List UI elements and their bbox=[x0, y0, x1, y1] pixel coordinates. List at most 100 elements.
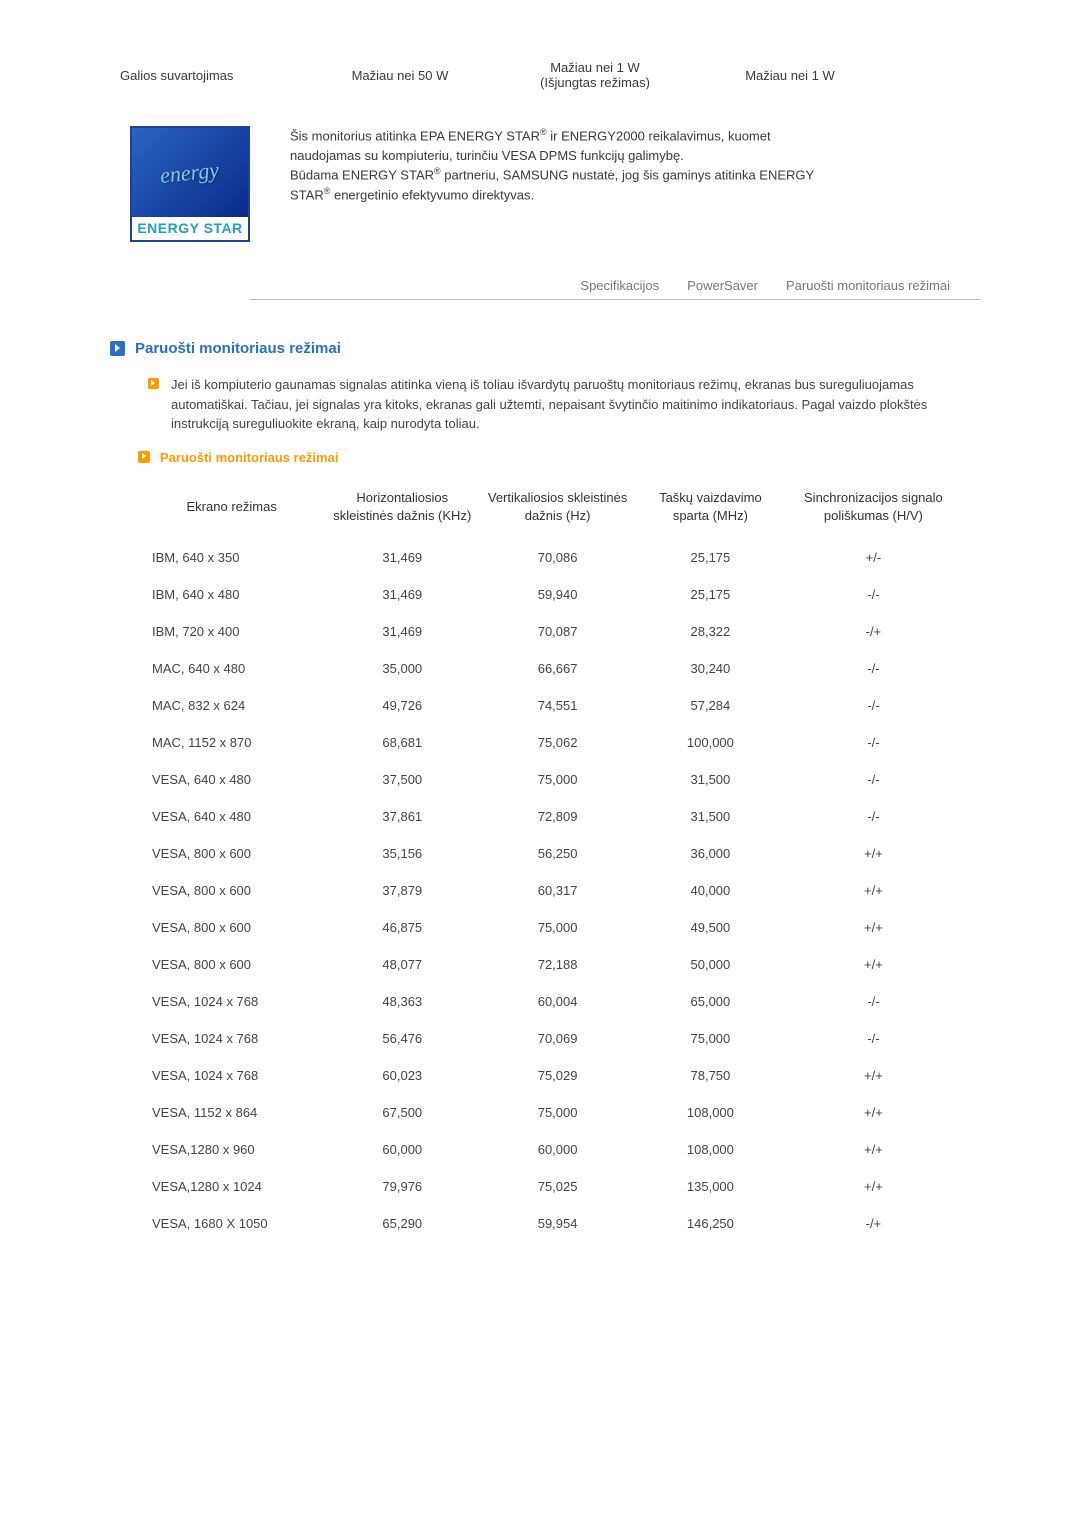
cell-pixel: 49,500 bbox=[634, 909, 787, 946]
cell-sync: -/- bbox=[787, 798, 960, 835]
cell-hfreq: 37,500 bbox=[323, 761, 481, 798]
cell-vfreq: 59,940 bbox=[481, 576, 634, 613]
cell-vfreq: 59,954 bbox=[481, 1205, 634, 1242]
th-vfreq: Vertikaliosios skleistinės dažnis (Hz) bbox=[481, 481, 634, 539]
subsection-title-text: Paruošti monitoriaus režimai bbox=[160, 450, 338, 465]
cell-hfreq: 37,879 bbox=[323, 872, 481, 909]
table-row: VESA,1280 x 96060,00060,000108,000+/+ bbox=[140, 1131, 960, 1168]
cell-mode: VESA, 1024 x 768 bbox=[140, 1057, 323, 1094]
cell-vfreq: 56,250 bbox=[481, 835, 634, 872]
energy-text-1a: Šis monitorius atitinka EPA ENERGY STAR bbox=[290, 128, 540, 143]
cell-sync: +/+ bbox=[787, 1094, 960, 1131]
table-row: VESA, 640 x 48037,86172,80931,500-/- bbox=[140, 798, 960, 835]
th-pixel: Taškų vaizdavimo sparta (MHz) bbox=[634, 481, 787, 539]
cell-pixel: 146,250 bbox=[634, 1205, 787, 1242]
small-arrow-icon bbox=[148, 378, 159, 389]
cell-sync: +/+ bbox=[787, 909, 960, 946]
cell-pixel: 57,284 bbox=[634, 687, 787, 724]
th-hfreq: Horizontaliosios skleistinės dažnis (KHz… bbox=[323, 481, 481, 539]
table-row: VESA, 800 x 60035,15656,25036,000+/+ bbox=[140, 835, 960, 872]
cell-pixel: 31,500 bbox=[634, 761, 787, 798]
energy-text-2c: energetinio efektyvumo direktyvas. bbox=[330, 187, 534, 202]
table-row: MAC, 1152 x 87068,68175,062100,000-/- bbox=[140, 724, 960, 761]
tab-row: Specifikacijos PowerSaver Paruošti monit… bbox=[250, 278, 980, 300]
cell-mode: VESA, 800 x 600 bbox=[140, 946, 323, 983]
reg-mark-icon: ® bbox=[540, 127, 547, 137]
cell-vfreq: 60,000 bbox=[481, 1131, 634, 1168]
cell-pixel: 108,000 bbox=[634, 1094, 787, 1131]
power-label: Galios suvartojimas bbox=[120, 68, 290, 83]
small-arrow-icon bbox=[138, 451, 150, 463]
tab-specifikacijos[interactable]: Specifikacijos bbox=[580, 278, 659, 293]
cell-pixel: 50,000 bbox=[634, 946, 787, 983]
cell-pixel: 100,000 bbox=[634, 724, 787, 761]
cell-hfreq: 60,000 bbox=[323, 1131, 481, 1168]
cell-mode: VESA, 1680 X 1050 bbox=[140, 1205, 323, 1242]
cell-vfreq: 66,667 bbox=[481, 650, 634, 687]
tab-powersaver[interactable]: PowerSaver bbox=[687, 278, 758, 293]
cell-vfreq: 75,000 bbox=[481, 909, 634, 946]
table-row: VESA, 640 x 48037,50075,00031,500-/- bbox=[140, 761, 960, 798]
table-row: IBM, 640 x 48031,46959,94025,175-/- bbox=[140, 576, 960, 613]
arrow-bullet-icon bbox=[110, 341, 125, 356]
cell-pixel: 65,000 bbox=[634, 983, 787, 1020]
energy-logo-bar: ENERGY STAR bbox=[132, 217, 248, 240]
cell-vfreq: 70,069 bbox=[481, 1020, 634, 1057]
cell-mode: VESA, 1152 x 864 bbox=[140, 1094, 323, 1131]
cell-hfreq: 67,500 bbox=[323, 1094, 481, 1131]
table-header-row: Ekrano režimas Horizontaliosios skleisti… bbox=[140, 481, 960, 539]
th-mode: Ekrano režimas bbox=[140, 481, 323, 539]
cell-pixel: 36,000 bbox=[634, 835, 787, 872]
energy-star-logo: energy ENERGY STAR bbox=[130, 126, 250, 242]
cell-hfreq: 60,023 bbox=[323, 1057, 481, 1094]
intro-text: Jei iš kompiuterio gaunamas signalas ati… bbox=[171, 375, 970, 434]
cell-pixel: 25,175 bbox=[634, 576, 787, 613]
cell-pixel: 78,750 bbox=[634, 1057, 787, 1094]
cell-mode: VESA, 640 x 480 bbox=[140, 798, 323, 835]
cell-sync: -/+ bbox=[787, 613, 960, 650]
power-consumption-row: Galios suvartojimas Mažiau nei 50 W Maži… bbox=[120, 60, 980, 90]
modes-table: Ekrano režimas Horizontaliosios skleisti… bbox=[140, 481, 960, 1242]
section-title-text: Paruošti monitoriaus režimai bbox=[135, 340, 341, 357]
power-col3: Mažiau nei 1 W bbox=[720, 68, 860, 83]
cell-mode: VESA, 800 x 600 bbox=[140, 909, 323, 946]
energy-star-text: Šis monitorius atitinka EPA ENERGY STAR®… bbox=[290, 126, 830, 242]
cell-hfreq: 35,156 bbox=[323, 835, 481, 872]
cell-mode: IBM, 640 x 350 bbox=[140, 539, 323, 576]
table-row: MAC, 832 x 62449,72674,55157,284-/- bbox=[140, 687, 960, 724]
cell-vfreq: 75,000 bbox=[481, 1094, 634, 1131]
cell-mode: IBM, 720 x 400 bbox=[140, 613, 323, 650]
cell-pixel: 28,322 bbox=[634, 613, 787, 650]
cell-vfreq: 75,025 bbox=[481, 1168, 634, 1205]
cell-mode: VESA,1280 x 1024 bbox=[140, 1168, 323, 1205]
cell-sync: +/+ bbox=[787, 1168, 960, 1205]
cell-sync: +/+ bbox=[787, 946, 960, 983]
cell-hfreq: 49,726 bbox=[323, 687, 481, 724]
cell-mode: MAC, 832 x 624 bbox=[140, 687, 323, 724]
table-row: VESA, 800 x 60046,87575,00049,500+/+ bbox=[140, 909, 960, 946]
cell-mode: IBM, 640 x 480 bbox=[140, 576, 323, 613]
cell-vfreq: 75,000 bbox=[481, 761, 634, 798]
cell-vfreq: 70,087 bbox=[481, 613, 634, 650]
cell-pixel: 30,240 bbox=[634, 650, 787, 687]
energy-logo-script: energy bbox=[159, 156, 220, 188]
table-row: VESA,1280 x 102479,97675,025135,000+/+ bbox=[140, 1168, 960, 1205]
power-col2: Mažiau nei 1 W (Išjungtas režimas) bbox=[510, 60, 680, 90]
subsection-title: Paruošti monitoriaus režimai bbox=[138, 450, 980, 465]
cell-vfreq: 70,086 bbox=[481, 539, 634, 576]
cell-sync: +/+ bbox=[787, 872, 960, 909]
cell-hfreq: 56,476 bbox=[323, 1020, 481, 1057]
section-title: Paruošti monitoriaus režimai bbox=[110, 340, 980, 357]
cell-sync: -/- bbox=[787, 724, 960, 761]
cell-mode: VESA, 800 x 600 bbox=[140, 872, 323, 909]
cell-sync: -/- bbox=[787, 1020, 960, 1057]
cell-sync: +/- bbox=[787, 539, 960, 576]
cell-vfreq: 75,062 bbox=[481, 724, 634, 761]
power-col2-line1: Mažiau nei 1 W bbox=[510, 60, 680, 75]
cell-mode: VESA,1280 x 960 bbox=[140, 1131, 323, 1168]
cell-hfreq: 68,681 bbox=[323, 724, 481, 761]
tab-paruosti-rezimai[interactable]: Paruošti monitoriaus režimai bbox=[786, 278, 950, 293]
cell-pixel: 25,175 bbox=[634, 539, 787, 576]
cell-mode: VESA, 640 x 480 bbox=[140, 761, 323, 798]
cell-vfreq: 75,029 bbox=[481, 1057, 634, 1094]
